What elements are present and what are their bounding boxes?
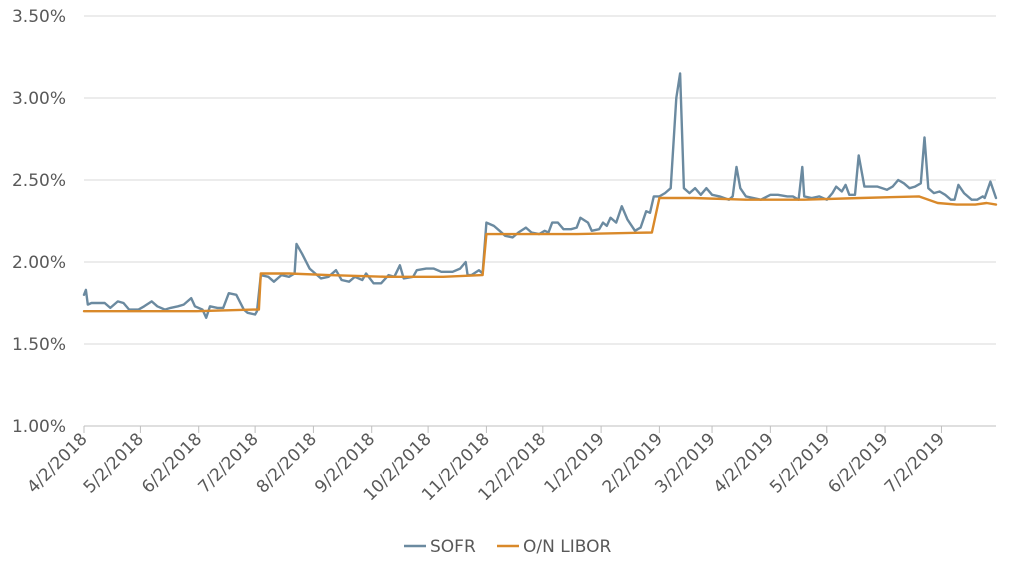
y-tick-label: 3.00% <box>12 89 66 109</box>
x-axis-tick-labels: 4/2/20185/2/20186/2/20187/2/20188/2/2018… <box>23 429 949 505</box>
x-tick-label: 5/2/2019 <box>766 429 834 497</box>
grid-lines <box>84 15 996 345</box>
y-tick-label: 2.50% <box>12 171 66 191</box>
x-tick-label: 6/2/2019 <box>824 429 892 497</box>
y-tick-label: 1.50% <box>12 335 66 355</box>
series-lines <box>82 72 998 319</box>
legend: SOFR O/N LIBOR <box>404 537 611 557</box>
x-tick-label: 7/2/2019 <box>881 429 949 497</box>
x-tick-label: 7/2/2018 <box>195 429 263 497</box>
x-axis <box>83 425 996 433</box>
x-tick-label: 1/2/2019 <box>541 429 609 497</box>
y-tick-label: 2.00% <box>12 253 66 273</box>
x-tick-label: 4/2/2018 <box>23 429 91 497</box>
y-axis-tick-labels: 1.00% 1.50% 2.00% 2.50% 3.00% 3.50% <box>12 7 66 437</box>
y-tick-label: 3.50% <box>12 7 66 27</box>
x-tick-label: 8/2/2018 <box>253 429 321 497</box>
legend-label-sofr: SOFR <box>430 537 476 557</box>
series-line-libor <box>82 195 998 313</box>
series-line-sofr <box>82 72 998 319</box>
legend-label-libor: O/N LIBOR <box>523 537 611 557</box>
x-tick-label: 5/2/2018 <box>80 429 148 497</box>
y-tick-label: 1.00% <box>12 417 66 437</box>
x-tick-label: 6/2/2018 <box>138 429 206 497</box>
x-tick-label: 4/2/2019 <box>710 429 778 497</box>
